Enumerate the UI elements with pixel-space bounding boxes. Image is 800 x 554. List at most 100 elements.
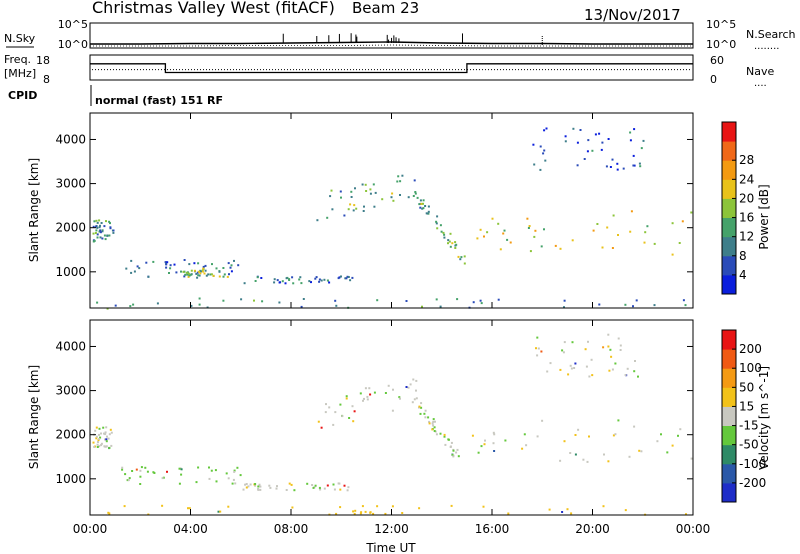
rti-cell xyxy=(99,229,102,232)
rti-cell xyxy=(525,444,528,447)
velocity-scatter xyxy=(92,333,693,516)
rti-cell xyxy=(497,298,500,301)
rti-cell xyxy=(682,299,685,302)
rti-cell xyxy=(450,504,453,507)
velocity-axes: 1000 2000 3000 4000 00:00 04:00 08:00 12:00 16:0… xyxy=(55,320,710,536)
rti-cell xyxy=(443,435,446,438)
rti-cell xyxy=(401,512,404,514)
rti-cell xyxy=(596,223,599,225)
rti-cell xyxy=(629,139,632,142)
rti-cell xyxy=(435,222,438,225)
rti-cell xyxy=(543,228,545,231)
colorbar-swatch xyxy=(722,217,736,238)
rti-cell xyxy=(123,505,126,508)
rti-cell xyxy=(640,450,643,453)
rti-cell xyxy=(240,298,243,301)
rti-cell xyxy=(526,217,529,220)
rti-cell xyxy=(351,405,354,408)
rti-cell xyxy=(318,278,321,281)
rti-cell xyxy=(592,229,595,232)
rti-cell xyxy=(354,509,357,512)
rti-cell xyxy=(436,215,439,218)
rti-cell xyxy=(363,205,365,208)
rti-cell xyxy=(607,345,610,348)
rti-cell xyxy=(376,505,379,508)
y-tick-label: 2000 xyxy=(55,428,86,442)
rti-cell xyxy=(369,188,372,191)
rti-cell xyxy=(202,267,205,270)
rti-cell xyxy=(99,436,102,439)
rti-cell xyxy=(101,230,104,233)
rti-cell xyxy=(108,446,111,449)
rti-cell xyxy=(254,280,257,282)
x-tick-label: 20:00 xyxy=(575,522,610,536)
noise-strip-frame xyxy=(89,22,694,49)
rti-cell xyxy=(106,307,109,310)
rti-cell xyxy=(347,208,350,211)
rti-cell xyxy=(217,510,220,513)
rti-cell xyxy=(104,433,107,436)
colorbar-tick-label: 50 xyxy=(739,380,754,394)
rti-cell xyxy=(140,466,143,469)
x-tick-label: 12:00 xyxy=(374,522,409,536)
rti-cell xyxy=(638,449,641,452)
rti-cell xyxy=(254,484,257,487)
rti-cell xyxy=(638,162,641,165)
rti-cell xyxy=(684,304,687,307)
rti-cell xyxy=(492,442,495,445)
rti-cell xyxy=(591,149,594,152)
rti-cell xyxy=(381,198,384,201)
y-tick-label: 4000 xyxy=(55,339,86,353)
rti-cell xyxy=(563,341,566,344)
rti-cell xyxy=(178,467,181,470)
rti-cell xyxy=(569,364,572,367)
rti-cell xyxy=(374,191,377,194)
rti-cell xyxy=(96,301,99,304)
rti-cell xyxy=(602,505,605,508)
rti-cell xyxy=(611,368,614,371)
rti-cell xyxy=(281,280,284,283)
rti-cell xyxy=(610,355,613,358)
rti-cell xyxy=(585,365,588,368)
rti-cell xyxy=(291,276,294,279)
rti-cell xyxy=(244,483,247,486)
rti-cell xyxy=(416,196,419,199)
rti-cell xyxy=(202,265,205,268)
rti-cell xyxy=(372,512,375,515)
rti-cell xyxy=(340,196,342,199)
rti-cell xyxy=(644,231,647,234)
rti-cell xyxy=(633,425,636,428)
rti-cell xyxy=(268,484,271,487)
rti-cell xyxy=(205,274,208,277)
rti-cell xyxy=(368,387,371,390)
rti-cell xyxy=(594,133,597,136)
rti-cell xyxy=(210,273,213,276)
rti-cell xyxy=(110,431,113,434)
rti-cell xyxy=(611,247,614,249)
rti-cell xyxy=(471,434,474,437)
rti-cell xyxy=(207,273,210,276)
rti-cell xyxy=(95,435,98,438)
rti-cell xyxy=(448,240,451,243)
rti-cell xyxy=(624,374,627,376)
rti-cell xyxy=(236,466,239,469)
rti-cell xyxy=(320,426,323,429)
rti-cell xyxy=(259,485,262,488)
rti-cell xyxy=(323,487,326,490)
rti-cell xyxy=(98,433,100,436)
rti-cell xyxy=(457,255,460,258)
rti-cell xyxy=(602,346,605,349)
noise-series-1 xyxy=(90,44,693,47)
rti-cell xyxy=(366,398,369,401)
freq-strip: 18 8 60 0 xyxy=(36,54,724,86)
rti-cell xyxy=(131,470,134,472)
rti-cell xyxy=(431,422,434,425)
rti-cell xyxy=(424,409,427,412)
rti-cell xyxy=(175,271,178,274)
rti-cell xyxy=(230,264,233,267)
x-tick-label: 00:00 xyxy=(676,522,711,536)
rti-cell xyxy=(570,367,573,370)
rti-cell xyxy=(96,236,99,239)
rti-cell xyxy=(109,226,112,229)
rti-cell xyxy=(373,205,376,208)
